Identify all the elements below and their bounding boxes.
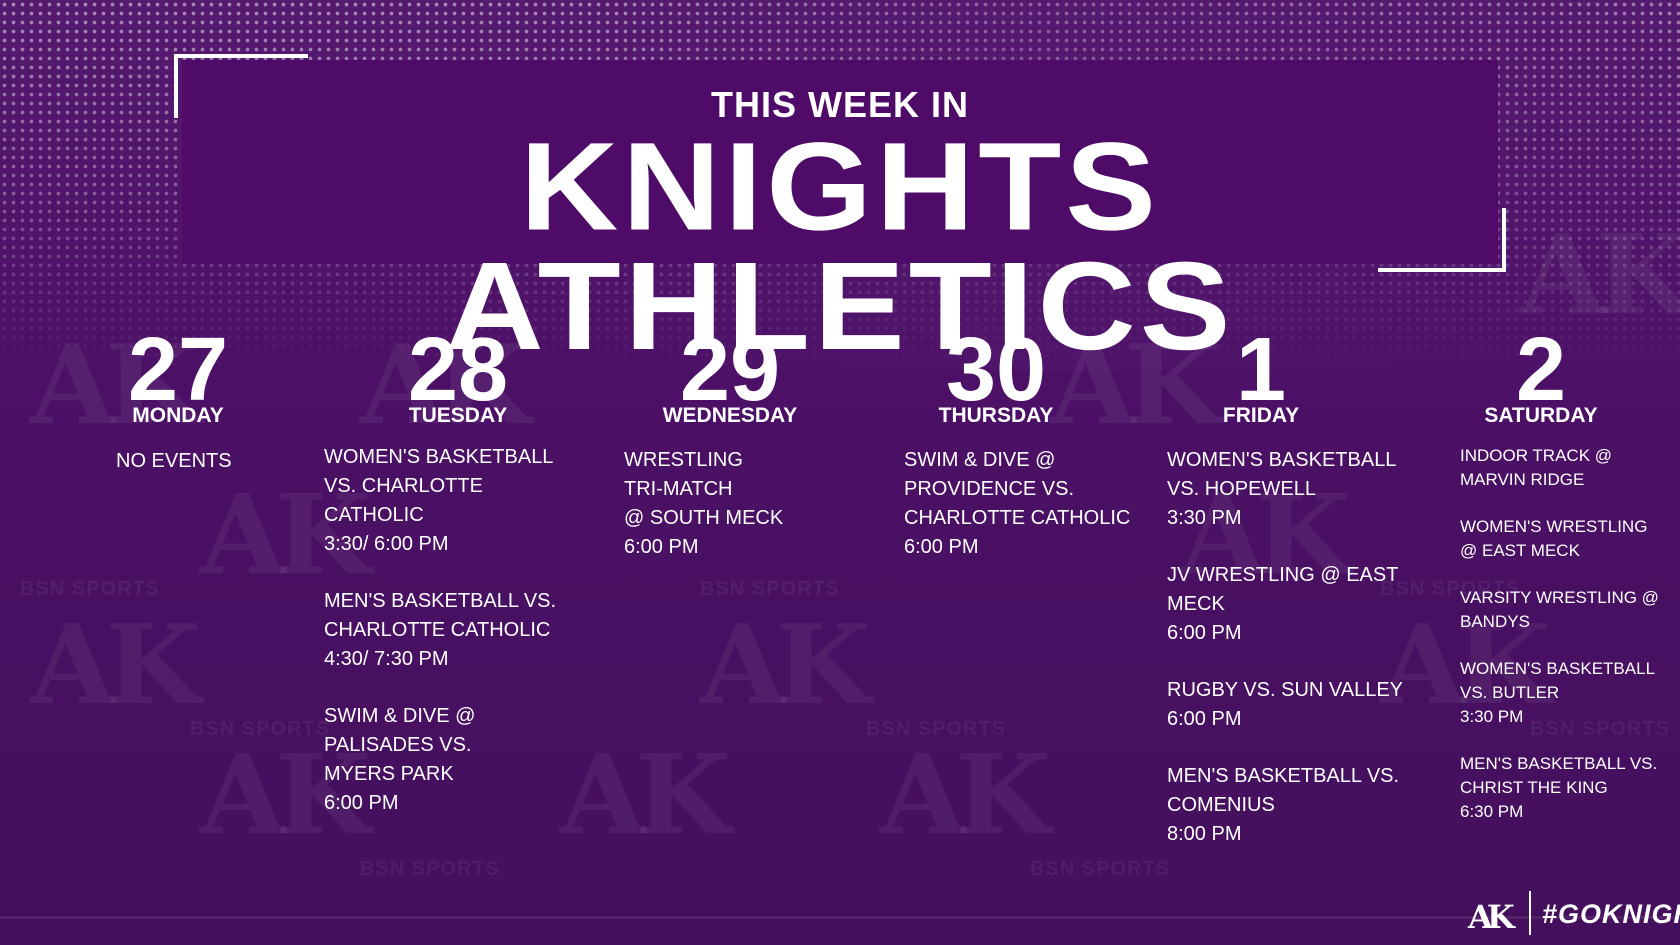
footer-divider-line — [0, 916, 1680, 919]
day-name-tuesday: TUESDAY — [408, 404, 508, 427]
event-item: WOMEN'S BASKETBALL VS. CHARLOTTE CATHOLI… — [324, 446, 554, 555]
event-item: WOMEN'S BASKETBALL VS. HOPEWELL 3:30 PM — [1167, 449, 1397, 529]
event-item: RUGBY VS. SUN VALLEY 6:00 PM — [1167, 679, 1404, 730]
event-item: NO EVENTS — [116, 450, 232, 472]
day-name-monday: MONDAY — [132, 404, 224, 427]
event-item: SWIM & DIVE @ PROVIDENCE VS. CHARLOTTE C… — [904, 449, 1131, 558]
events-thursday: SWIM & DIVE @ PROVIDENCE VS. CHARLOTTE C… — [904, 446, 1164, 590]
day-name-wednesday: WEDNESDAY — [662, 404, 798, 427]
day-number-tuesday: 28 — [407, 320, 509, 420]
event-item: JV WRESTLING @ EAST MECK 6:00 PM — [1167, 564, 1399, 644]
bsn-sports-watermark: BSN SPORTS — [360, 858, 501, 880]
event-item: MEN'S BASKETBALL VS. COMENIUS 8:00 PM — [1167, 765, 1400, 845]
frame-corner-top-left — [174, 54, 308, 118]
day-number-wednesday: 29 — [679, 320, 781, 420]
day-number-friday: 1 — [1235, 320, 1287, 420]
day-number-thursday: 30 — [945, 320, 1047, 420]
events-wednesday: WRESTLING TRI-MATCH @ SOUTH MECK 6:00 PM — [624, 446, 854, 590]
event-item: WOMEN'S BASKETBALL VS. BUTLER 3:30 PM — [1460, 659, 1656, 726]
events-monday: NO EVENTS — [116, 447, 316, 504]
frame-corner-bottom-right — [1378, 208, 1506, 272]
event-item: SWIM & DIVE @ PALISADES VS. MYERS PARK 6… — [324, 705, 476, 814]
event-item: VARSITY WRESTLING @ BANDYS — [1460, 588, 1659, 631]
day-name-thursday: THURSDAY — [938, 404, 1054, 427]
footer-separator — [1529, 891, 1531, 935]
event-item: MEN'S BASKETBALL VS. CHARLOTTE CATHOLIC … — [324, 590, 557, 670]
title-banner — [182, 60, 1498, 264]
event-item: WRESTLING TRI-MATCH @ SOUTH MECK 6:00 PM — [624, 449, 784, 558]
day-name-friday: FRIDAY — [1222, 404, 1300, 427]
bsn-sports-watermark: BSN SPORTS — [20, 578, 161, 600]
event-item: WOMEN'S WRESTLING @ EAST MECK — [1460, 517, 1648, 560]
ak-watermark-logo: AK — [700, 600, 871, 729]
events-saturday: INDOOR TRACK @ MARVIN RIDGE WOMEN'S WRES… — [1460, 444, 1676, 847]
bsn-sports-watermark: BSN SPORTS — [866, 718, 1007, 740]
ak-logo: AK — [1468, 898, 1515, 936]
bsn-sports-watermark: BSN SPORTS — [1030, 858, 1171, 880]
bsn-sports-watermark: BSN SPORTS — [190, 718, 331, 740]
day-number-monday: 27 — [127, 320, 229, 420]
events-tuesday: WOMEN'S BASKETBALL VS. CHARLOTTE CATHOLI… — [324, 443, 594, 846]
event-item: INDOOR TRACK @ MARVIN RIDGE — [1460, 446, 1613, 489]
day-number-saturday: 2 — [1515, 320, 1567, 420]
title-subtitle: THIS WEEK IN — [710, 84, 969, 125]
ak-watermark-logo: AK — [30, 600, 201, 729]
page-title: KNIGHTS ATHLETICS — [445, 116, 1235, 376]
event-item: MEN'S BASKETBALL VS. CHRIST THE KING 6:3… — [1460, 754, 1658, 821]
events-friday: WOMEN'S BASKETBALL VS. HOPEWELL 3:30 PM … — [1167, 446, 1437, 877]
ak-watermark-logo: AK — [880, 730, 1051, 859]
day-name-saturday: SATURDAY — [1484, 404, 1598, 427]
hashtag: #GOKNIGHTS — [1542, 899, 1680, 929]
